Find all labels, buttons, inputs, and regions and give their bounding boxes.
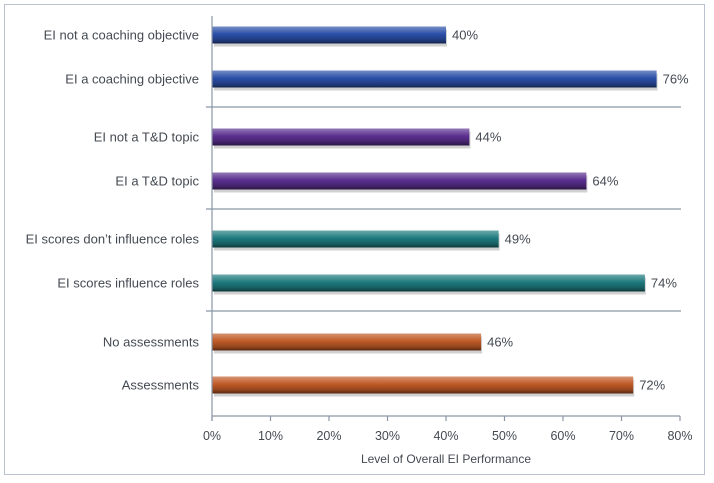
x-tick-label: 40%: [433, 429, 458, 443]
x-tick-label: 0%: [203, 429, 221, 443]
value-label: 49%: [505, 232, 531, 247]
value-label: 74%: [651, 276, 677, 291]
category-label: EI scores don’t influence roles: [26, 232, 200, 247]
bar: [212, 274, 645, 292]
bar: [212, 70, 657, 88]
category-label: Assessments: [122, 378, 200, 393]
bar: [212, 26, 446, 44]
category-label: EI a T&D topic: [115, 174, 199, 189]
x-tick-label: 60%: [550, 429, 575, 443]
category-label: EI not a T&D topic: [94, 130, 200, 145]
category-label: EI a coaching objective: [65, 72, 199, 87]
category-label: EI not a coaching objective: [44, 28, 199, 43]
category-label: EI scores influence roles: [57, 276, 199, 291]
value-label: 72%: [639, 378, 665, 393]
x-tick-label: 20%: [316, 429, 341, 443]
x-tick-label: 70%: [609, 429, 634, 443]
value-label: 76%: [663, 72, 689, 87]
bar: [212, 333, 482, 351]
value-label: 46%: [487, 335, 513, 350]
category-labels: EI not a coaching objective EI a coaching…: [26, 28, 200, 393]
bars: [212, 26, 658, 397]
value-labels: 40% 76% 44% 64% 49% 74% 46% 72%: [452, 28, 689, 393]
x-tick-label: 50%: [492, 429, 517, 443]
bar: [212, 172, 587, 190]
x-tick-label: 10%: [258, 429, 283, 443]
x-axis-title: Level of Overall EI Performance: [361, 452, 531, 466]
value-label: 40%: [452, 28, 478, 43]
x-tick-label: 80%: [667, 429, 692, 443]
x-tick-label: 30%: [375, 429, 400, 443]
bar: [212, 128, 470, 146]
value-label: 64%: [592, 174, 618, 189]
group-separators: [206, 106, 681, 312]
category-label: No assessments: [103, 335, 200, 350]
bar: [212, 376, 634, 394]
bar: [212, 230, 499, 248]
value-label: 44%: [475, 130, 501, 145]
x-axis-ticks: 0% 10% 20% 30% 40% 50% 60% 70% 80%: [203, 416, 693, 443]
